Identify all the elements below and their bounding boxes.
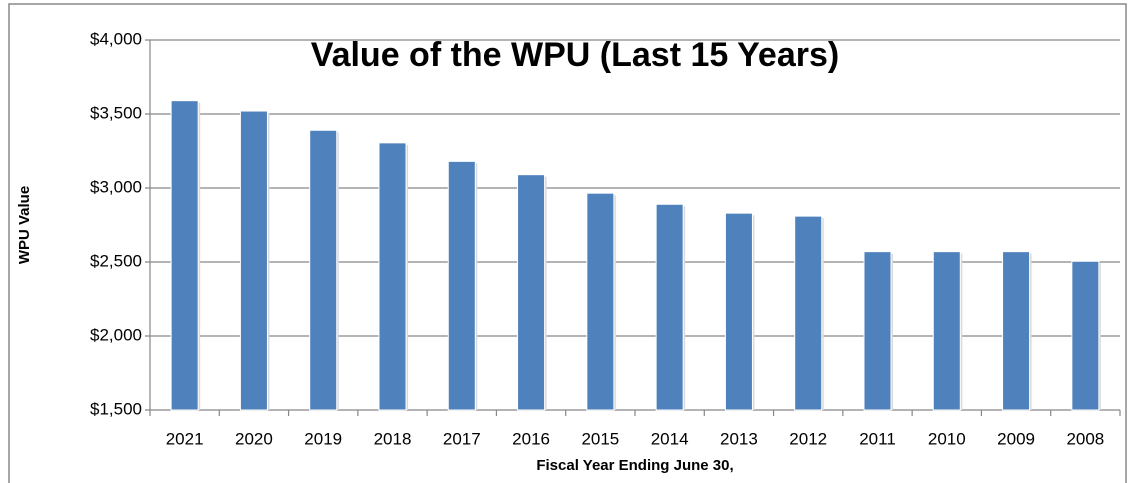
bar: [1071, 260, 1100, 411]
x-tick-label: 2008: [1066, 429, 1104, 448]
bar: [447, 160, 476, 411]
x-tick-label: 2016: [512, 429, 550, 448]
y-tick-label: $3,500: [90, 103, 142, 122]
y-axis-label: WPU Value: [16, 186, 33, 264]
x-tick-label: 2014: [651, 429, 689, 448]
x-tick-label: 2017: [443, 429, 481, 448]
bar: [378, 142, 407, 411]
x-tick-label: 2009: [997, 429, 1035, 448]
x-tick-label: 2015: [581, 429, 619, 448]
bar: [239, 110, 268, 411]
y-tick-label: $3,000: [90, 177, 142, 196]
x-axis-label: Fiscal Year Ending June 30,: [536, 457, 733, 474]
bar: [517, 174, 546, 411]
y-tick-label: $4,000: [90, 29, 142, 48]
x-tick-label: 2018: [374, 429, 412, 448]
x-tick-label: 2020: [235, 429, 273, 448]
y-tick-label: $1,500: [90, 399, 142, 418]
chart-title: Value of the WPU (Last 15 Years): [311, 36, 839, 74]
x-tick-label: 2021: [166, 429, 204, 448]
bar: [1002, 251, 1031, 411]
bar: [655, 203, 684, 411]
bar: [932, 251, 961, 411]
bar: [794, 215, 823, 411]
bar: [170, 100, 199, 411]
x-tick-label: 2012: [789, 429, 827, 448]
y-tick-label: $2,500: [90, 251, 142, 270]
x-tick-label: 2010: [928, 429, 966, 448]
bar: [586, 192, 615, 411]
y-tick-label: $2,000: [90, 325, 142, 344]
bar: [863, 251, 892, 411]
x-tick-label: 2011: [859, 429, 896, 448]
bar: [724, 212, 753, 411]
bar: [309, 129, 338, 411]
x-tick-label: 2013: [720, 429, 758, 448]
x-tick-label: 2019: [304, 429, 342, 448]
